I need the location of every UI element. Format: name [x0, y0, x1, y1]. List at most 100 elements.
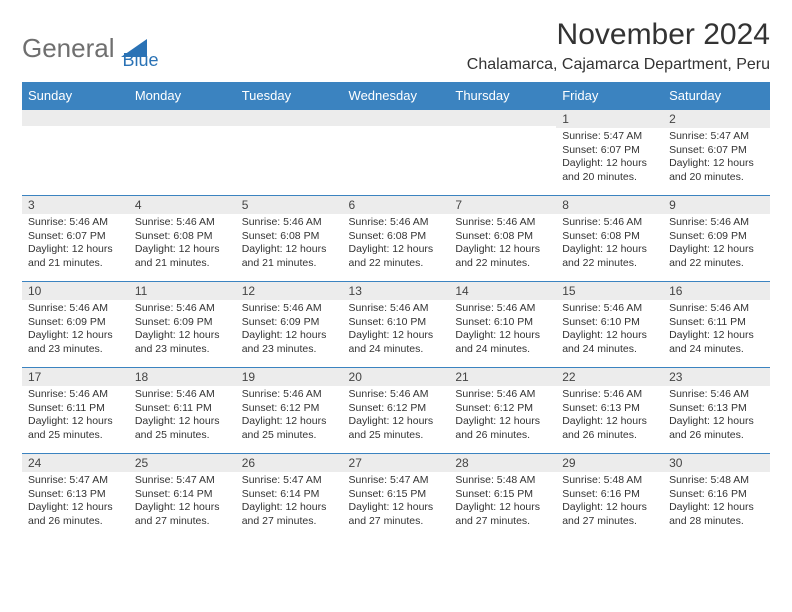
day-number [129, 110, 236, 126]
day-number [343, 110, 450, 126]
calendar-cell: 21Sunrise: 5:46 AMSunset: 6:12 PMDayligh… [449, 368, 556, 454]
sunset-text: Sunset: 6:09 PM [28, 316, 123, 330]
cell-body: Sunrise: 5:46 AMSunset: 6:11 PMDaylight:… [129, 386, 236, 447]
daylight-text: Daylight: 12 hours and 23 minutes. [28, 329, 123, 356]
calendar-cell: 18Sunrise: 5:46 AMSunset: 6:11 PMDayligh… [129, 368, 236, 454]
cell-body: Sunrise: 5:46 AMSunset: 6:09 PMDaylight:… [236, 300, 343, 361]
calendar-week: 10Sunrise: 5:46 AMSunset: 6:09 PMDayligh… [22, 282, 770, 368]
cell-body: Sunrise: 5:47 AMSunset: 6:07 PMDaylight:… [663, 128, 770, 189]
sunrise-text: Sunrise: 5:47 AM [242, 474, 337, 488]
sunrise-text: Sunrise: 5:47 AM [669, 130, 764, 144]
daylight-text: Daylight: 12 hours and 21 minutes. [242, 243, 337, 270]
sunset-text: Sunset: 6:09 PM [669, 230, 764, 244]
calendar-cell: 25Sunrise: 5:47 AMSunset: 6:14 PMDayligh… [129, 454, 236, 540]
calendar-cell: 14Sunrise: 5:46 AMSunset: 6:10 PMDayligh… [449, 282, 556, 368]
calendar-cell [22, 110, 129, 196]
day-header: Thursday [449, 82, 556, 110]
day-number: 1 [556, 110, 663, 128]
day-number: 17 [22, 368, 129, 386]
calendar-cell: 20Sunrise: 5:46 AMSunset: 6:12 PMDayligh… [343, 368, 450, 454]
calendar-cell: 24Sunrise: 5:47 AMSunset: 6:13 PMDayligh… [22, 454, 129, 540]
sunrise-text: Sunrise: 5:47 AM [28, 474, 123, 488]
cell-body: Sunrise: 5:47 AMSunset: 6:07 PMDaylight:… [556, 128, 663, 189]
calendar-cell: 9Sunrise: 5:46 AMSunset: 6:09 PMDaylight… [663, 196, 770, 282]
daylight-text: Daylight: 12 hours and 26 minutes. [669, 415, 764, 442]
cell-body: Sunrise: 5:46 AMSunset: 6:09 PMDaylight:… [22, 300, 129, 361]
day-header: Wednesday [343, 82, 450, 110]
sunrise-text: Sunrise: 5:46 AM [669, 388, 764, 402]
logo: General Blue [22, 26, 159, 71]
day-number: 26 [236, 454, 343, 472]
month-title: November 2024 [467, 18, 770, 52]
sunset-text: Sunset: 6:13 PM [28, 488, 123, 502]
cell-body: Sunrise: 5:46 AMSunset: 6:10 PMDaylight:… [449, 300, 556, 361]
sunset-text: Sunset: 6:08 PM [349, 230, 444, 244]
sunrise-text: Sunrise: 5:46 AM [135, 216, 230, 230]
day-number: 21 [449, 368, 556, 386]
cell-body: Sunrise: 5:47 AMSunset: 6:14 PMDaylight:… [129, 472, 236, 533]
sunset-text: Sunset: 6:14 PM [242, 488, 337, 502]
day-number: 23 [663, 368, 770, 386]
day-number: 11 [129, 282, 236, 300]
calendar-cell: 17 Sunrise: 5:46 AMSunset: 6:11 PMDayligh… [22, 368, 129, 454]
calendar-cell: 12Sunrise: 5:46 AMSunset: 6:09 PMDayligh… [236, 282, 343, 368]
day-number: 20 [343, 368, 450, 386]
day-number [449, 110, 556, 126]
day-number: 7 [449, 196, 556, 214]
calendar-cell: 13Sunrise: 5:46 AMSunset: 6:10 PMDayligh… [343, 282, 450, 368]
calendar-cell: 28Sunrise: 5:48 AMSunset: 6:15 PMDayligh… [449, 454, 556, 540]
day-header: Tuesday [236, 82, 343, 110]
day-number: 27 [343, 454, 450, 472]
day-number: 16 [663, 282, 770, 300]
day-number: 6 [343, 196, 450, 214]
sunrise-text: Sunrise: 5:46 AM [28, 388, 123, 402]
cell-body [129, 126, 236, 132]
daylight-text: Daylight: 12 hours and 22 minutes. [455, 243, 550, 270]
sunrise-text: Sunrise: 5:46 AM [562, 388, 657, 402]
day-number: 5 [236, 196, 343, 214]
daylight-text: Daylight: 12 hours and 27 minutes. [135, 501, 230, 528]
calendar-cell [449, 110, 556, 196]
sunset-text: Sunset: 6:08 PM [135, 230, 230, 244]
day-header: Friday [556, 82, 663, 110]
calendar-cell: 15Sunrise: 5:46 AMSunset: 6:10 PMDayligh… [556, 282, 663, 368]
header: General Blue November 2024 Chalamarca, C… [22, 18, 770, 74]
logo-text-blue: Blue [123, 50, 159, 71]
cell-body [449, 126, 556, 132]
sunrise-text: Sunrise: 5:46 AM [455, 302, 550, 316]
cell-body: Sunrise: 5:46 AMSunset: 6:11 PMDaylight:… [663, 300, 770, 361]
calendar-cell: 4Sunrise: 5:46 AMSunset: 6:08 PMDaylight… [129, 196, 236, 282]
sunrise-text: Sunrise: 5:46 AM [562, 302, 657, 316]
sunset-text: Sunset: 6:11 PM [135, 402, 230, 416]
sunset-text: Sunset: 6:10 PM [562, 316, 657, 330]
daylight-text: Daylight: 12 hours and 27 minutes. [455, 501, 550, 528]
calendar-cell: 22Sunrise: 5:46 AMSunset: 6:13 PMDayligh… [556, 368, 663, 454]
sunrise-text: Sunrise: 5:46 AM [135, 388, 230, 402]
cell-body: Sunrise: 5:46 AMSunset: 6:13 PMDaylight:… [663, 386, 770, 447]
day-number: 22 [556, 368, 663, 386]
sunrise-text: Sunrise: 5:46 AM [28, 302, 123, 316]
sunset-text: Sunset: 6:16 PM [562, 488, 657, 502]
daylight-text: Daylight: 12 hours and 24 minutes. [669, 329, 764, 356]
day-number: 9 [663, 196, 770, 214]
sunrise-text: Sunrise: 5:46 AM [242, 216, 337, 230]
day-number [22, 110, 129, 126]
sunset-text: Sunset: 6:08 PM [455, 230, 550, 244]
day-number: 10 [22, 282, 129, 300]
cell-body: Sunrise: 5:48 AMSunset: 6:15 PMDaylight:… [449, 472, 556, 533]
sunset-text: Sunset: 6:10 PM [349, 316, 444, 330]
daylight-text: Daylight: 12 hours and 27 minutes. [242, 501, 337, 528]
daylight-text: Daylight: 12 hours and 24 minutes. [349, 329, 444, 356]
sunset-text: Sunset: 6:13 PM [562, 402, 657, 416]
daylight-text: Daylight: 12 hours and 25 minutes. [28, 415, 123, 442]
daylight-text: Daylight: 12 hours and 22 minutes. [562, 243, 657, 270]
calendar-cell [129, 110, 236, 196]
sunset-text: Sunset: 6:16 PM [669, 488, 764, 502]
day-number: 24 [22, 454, 129, 472]
day-number: 4 [129, 196, 236, 214]
day-number: 29 [556, 454, 663, 472]
sunset-text: Sunset: 6:11 PM [28, 402, 123, 416]
sunrise-text: Sunrise: 5:46 AM [562, 216, 657, 230]
calendar-cell: 1Sunrise: 5:47 AMSunset: 6:07 PMDaylight… [556, 110, 663, 196]
calendar-cell: 30Sunrise: 5:48 AMSunset: 6:16 PMDayligh… [663, 454, 770, 540]
